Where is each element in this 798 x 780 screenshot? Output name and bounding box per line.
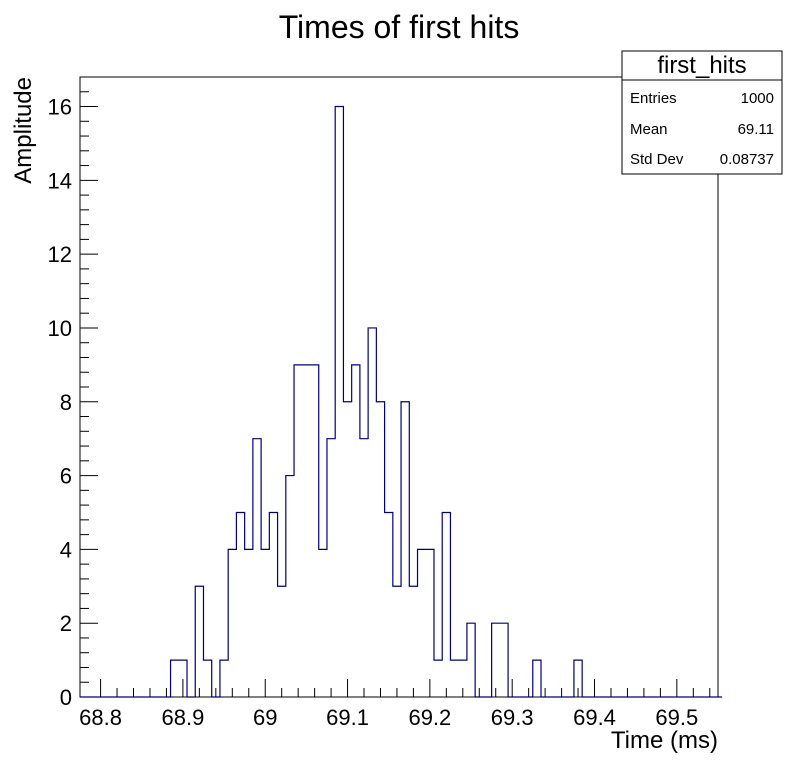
x-tick-label: 68.9 (161, 705, 204, 730)
stats-stddev-value: 0.08737 (720, 151, 774, 168)
x-tick-label: 69.5 (655, 705, 698, 730)
y-tick-label: 12 (48, 242, 72, 267)
y-tick-label: 0 (60, 685, 72, 710)
stats-mean-label: Mean (630, 121, 668, 138)
y-tick-label: 2 (60, 611, 72, 636)
x-tick-label: 69 (253, 705, 277, 730)
stats-stddev-label: Std Dev (630, 151, 684, 168)
y-tick-label: 10 (48, 316, 72, 341)
histogram-outline (80, 105, 723, 698)
y-minor-ticks (80, 76, 89, 683)
x-tick-label: 69.2 (408, 705, 451, 730)
x-minor-ticks (116, 688, 711, 697)
x-tick-label: 68.8 (79, 705, 122, 730)
y-tick-label: 8 (60, 390, 72, 415)
x-axis-ticks: 68.8 68.9 69 69.1 69.2 69.3 69.4 69.5 (79, 679, 698, 730)
x-tick-label: 69.1 (326, 705, 369, 730)
x-tick-label: 69.4 (573, 705, 616, 730)
x-axis-label: Time (ms) (611, 727, 718, 754)
stats-box-frame (621, 50, 783, 175)
stats-box-title: first_hits (657, 52, 746, 79)
stats-entries-label: Entries (630, 90, 677, 107)
y-tick-label: 16 (48, 95, 72, 120)
y-axis-label: Amplitude (10, 77, 37, 184)
x-tick-label: 69.3 (491, 705, 534, 730)
stats-entries-value: 1000 (741, 90, 774, 107)
stats-mean-value: 69.11 (738, 121, 774, 138)
stats-box: first_hits Entries 1000 Mean 69.11 Std D… (621, 50, 783, 175)
y-tick-label: 4 (60, 537, 72, 562)
y-tick-label: 6 (60, 464, 72, 489)
chart-title: Times of first hits (279, 9, 520, 45)
y-tick-label: 14 (48, 168, 72, 193)
y-axis-ticks: 0 2 4 6 8 10 12 14 16 (48, 95, 98, 710)
